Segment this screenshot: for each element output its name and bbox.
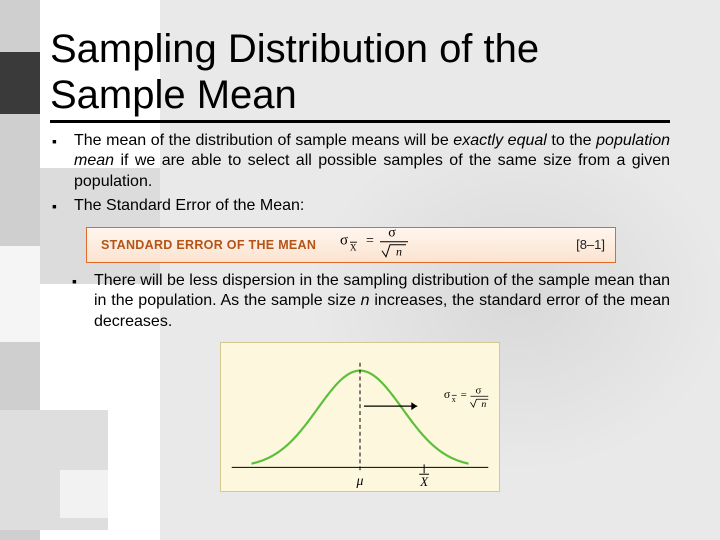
svg-text:X: X: [419, 475, 429, 489]
svg-text:X: X: [350, 243, 357, 253]
formula-container: STANDARD ERROR OF THE MEAN σ X = σ n [8–…: [86, 227, 670, 263]
svg-text:μ: μ: [356, 473, 364, 488]
curve-container: μXσx=σn: [50, 342, 670, 492]
svg-text:n: n: [481, 399, 486, 410]
bullet-list: The mean of the distribution of sample m…: [50, 131, 670, 217]
slide: Sampling Distribution of the Sample Mean…: [0, 0, 720, 540]
formula-equation: σ X = σ n: [340, 225, 426, 264]
svg-text:=: =: [461, 390, 467, 402]
formula-ref: [8–1]: [576, 237, 605, 252]
sub-bullet-1: There will be less dispersion in the sam…: [94, 271, 670, 332]
svg-text:σ: σ: [388, 226, 396, 241]
formula-sigma-lhs: σ: [340, 233, 348, 249]
svg-text:x: x: [452, 395, 456, 404]
bell-curve-figure: μXσx=σn: [220, 342, 500, 492]
svg-text:=: =: [366, 234, 374, 249]
svg-text:n: n: [396, 245, 402, 259]
svg-text:σ: σ: [444, 388, 451, 402]
page-title: Sampling Distribution of the Sample Mean: [50, 26, 670, 123]
bullet-1: The mean of the distribution of sample m…: [74, 131, 670, 192]
formula-box: STANDARD ERROR OF THE MEAN σ X = σ n [8–…: [86, 227, 616, 263]
sub-bullet-list: There will be less dispersion in the sam…: [50, 271, 670, 332]
bullet-2: The Standard Error of the Mean:: [74, 196, 670, 216]
formula-label: STANDARD ERROR OF THE MEAN: [101, 238, 316, 252]
svg-text:σ: σ: [475, 385, 481, 397]
